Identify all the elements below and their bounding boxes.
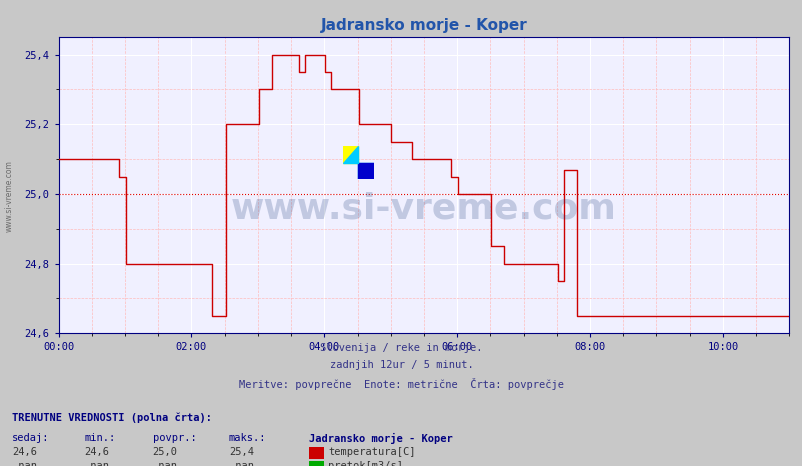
Text: zadnjih 12ur / 5 minut.: zadnjih 12ur / 5 minut. bbox=[329, 360, 473, 370]
Text: temperatura[C]: temperatura[C] bbox=[328, 447, 415, 457]
Title: Jadransko morje - Koper: Jadransko morje - Koper bbox=[320, 18, 527, 34]
Text: -nan: -nan bbox=[152, 461, 177, 466]
Polygon shape bbox=[342, 146, 358, 163]
Text: Meritve: povprečne  Enote: metrične  Črta: povprečje: Meritve: povprečne Enote: metrične Črta:… bbox=[239, 378, 563, 390]
Text: maks.:: maks.: bbox=[229, 433, 266, 443]
Text: www.si-vreme.com: www.si-vreme.com bbox=[231, 192, 616, 226]
Text: TRENUTNE VREDNOSTI (polna črta):: TRENUTNE VREDNOSTI (polna črta): bbox=[12, 412, 212, 423]
Text: pretok[m3/s]: pretok[m3/s] bbox=[328, 461, 403, 466]
Text: -nan: -nan bbox=[84, 461, 109, 466]
Text: www.si-vreme.com: www.si-vreme.com bbox=[5, 160, 14, 232]
Text: -nan: -nan bbox=[229, 461, 253, 466]
Text: Jadransko morje - Koper: Jadransko morje - Koper bbox=[309, 433, 452, 445]
Text: povpr.:: povpr.: bbox=[152, 433, 196, 443]
Text: -nan: -nan bbox=[12, 461, 37, 466]
Text: 25,0: 25,0 bbox=[152, 447, 177, 457]
Text: 25,4: 25,4 bbox=[229, 447, 253, 457]
Text: 24,6: 24,6 bbox=[12, 447, 37, 457]
Bar bbox=[342, 146, 358, 163]
Polygon shape bbox=[358, 163, 373, 179]
Text: min.:: min.: bbox=[84, 433, 115, 443]
Text: sedaj:: sedaj: bbox=[12, 433, 50, 443]
Text: Slovenija / reke in morje.: Slovenija / reke in morje. bbox=[320, 343, 482, 352]
Bar bbox=[358, 163, 373, 179]
Text: 24,6: 24,6 bbox=[84, 447, 109, 457]
